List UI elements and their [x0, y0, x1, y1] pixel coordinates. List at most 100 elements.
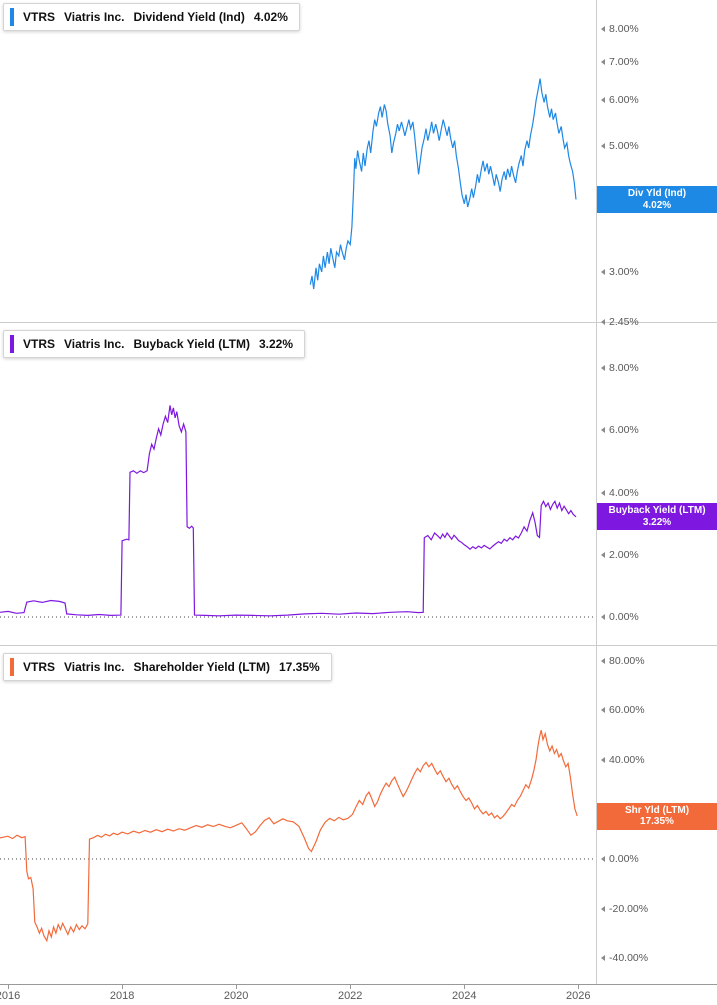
tick-arrow-icon: [601, 59, 605, 66]
metric-label: Shareholder Yield (LTM): [133, 660, 270, 674]
series-color-bar: [10, 8, 14, 26]
x-axis-tick-label: 2024: [452, 990, 477, 1002]
tick-arrow-icon: [601, 707, 605, 714]
company-label: Viatris Inc.: [64, 337, 125, 351]
tick-label: 80.00%: [609, 654, 645, 667]
tick-label: 3.00%: [609, 265, 639, 278]
tick-arrow-icon: [601, 97, 605, 104]
tick-arrow-icon: [601, 142, 605, 149]
tick-label: 2.00%: [609, 548, 639, 561]
x-axis-tick-label: 2020: [223, 990, 249, 1002]
flag-title: Shr Yld (LTM): [624, 804, 690, 816]
x-axis-tick-mark: [464, 985, 466, 989]
tick-label: -40.00%: [609, 952, 649, 964]
last-value-flag-buyback: Buyback Yield (LTM) 3.22%: [597, 503, 717, 531]
metric-label: Buyback Yield (LTM): [133, 337, 250, 351]
flag-value: 4.02%: [642, 199, 672, 211]
y-axis-tick: 7.00%: [601, 56, 639, 68]
y-axis-tick: 2.00%: [601, 549, 639, 561]
panel-dividend-yield: 8.00%7.00%6.00%5.00%4.00%3.00%2.45% Div …: [0, 0, 717, 328]
x-axis-tick-mark: [122, 985, 124, 989]
buyback-yield-line-chart[interactable]: [0, 323, 596, 645]
tick-label: 2.45%: [609, 316, 639, 328]
tick-arrow-icon: [601, 551, 605, 558]
x-axis-tick-mark: [350, 985, 352, 989]
flag-value: 3.22%: [642, 516, 672, 528]
y-axis-tick: 60.00%: [601, 704, 645, 716]
tick-label: 6.00%: [609, 424, 639, 437]
y-axis-tick: 5.00%: [601, 140, 639, 152]
ticker-label: VTRS: [23, 660, 56, 674]
last-value-flag-dividend: Div Yld (Ind) 4.02%: [597, 186, 717, 213]
tick-label: 40.00%: [609, 753, 645, 766]
tick-arrow-icon: [601, 319, 605, 325]
tick-arrow-icon: [601, 365, 605, 372]
x-axis-tick-label: 2016: [0, 990, 21, 1002]
y-axis-tick: 80.00%: [601, 655, 645, 667]
last-value-flag-shareholder: Shr Yld (LTM) 17.35%: [597, 802, 717, 830]
x-axis-tick-label: 2022: [337, 990, 363, 1002]
series-legend-buyback[interactable]: VTRS Viatris Inc. Buyback Yield (LTM) 3.…: [3, 330, 305, 358]
tick-label: 0.00%: [609, 853, 639, 865]
y-axis-tick: 6.00%: [601, 424, 639, 436]
tick-arrow-icon: [601, 856, 605, 862]
tick-label: 7.00%: [609, 56, 639, 69]
flag-title: Div Yld (Ind): [627, 188, 687, 199]
x-axis: 2016 2018 2020 2022 2024 2026: [0, 985, 717, 1005]
shareholder-yield-line-chart[interactable]: [0, 646, 596, 984]
x-axis-tick-label: 2026: [566, 990, 591, 1002]
y-axis-tick: 3.00%: [601, 266, 639, 278]
metric-value: 4.02%: [253, 10, 288, 24]
x-axis-tick-mark: [8, 985, 9, 989]
series-legend-dividend[interactable]: VTRS Viatris Inc. Dividend Yield (Ind) 4…: [3, 3, 300, 31]
y-axis-tick: 6.00%: [601, 94, 639, 106]
metric-label: Dividend Yield (Ind): [133, 10, 245, 24]
series-legend-shareholder[interactable]: VTRS Viatris Inc. Shareholder Yield (LTM…: [3, 653, 332, 681]
tick-label: 8.00%: [609, 362, 639, 375]
tick-arrow-icon: [601, 26, 605, 33]
series-color-bar: [10, 658, 14, 676]
y-axis-tick: 2.45%: [601, 316, 639, 328]
company-label: Viatris Inc.: [64, 10, 125, 24]
tick-arrow-icon: [601, 427, 605, 434]
tick-label: 8.00%: [609, 23, 639, 36]
series-line[interactable]: [0, 730, 578, 943]
flag-title: Buyback Yield (LTM): [608, 505, 706, 517]
tick-arrow-icon: [601, 756, 605, 763]
y-axis-tick: 40.00%: [601, 754, 645, 766]
tick-arrow-icon: [601, 955, 605, 961]
y-axis-tick: 8.00%: [601, 362, 639, 374]
y-axis-tick: -20.00%: [601, 903, 648, 915]
y-axis-tick: 4.00%: [601, 487, 639, 499]
y-axis-dividend: 8.00%7.00%6.00%5.00%4.00%3.00%2.45%: [596, 0, 717, 328]
tick-label: 0.00%: [609, 611, 639, 623]
tick-arrow-icon: [601, 268, 605, 275]
x-axis-tick-mark: [236, 985, 238, 989]
tick-arrow-icon: [601, 489, 605, 496]
panel-shareholder-yield: 80.00%60.00%40.00%20.00%0.00%-20.00%-40.…: [0, 646, 717, 985]
y-axis-tick: 0.00%: [601, 853, 639, 865]
dividend-yield-line-chart[interactable]: [0, 0, 596, 322]
x-axis-tick-label: 2018: [109, 990, 135, 1002]
panel-buyback-yield: 8.00% 6.00% 4.00% 2.00% 0.00% Buyback Yield …: [0, 323, 717, 646]
series-line[interactable]: [309, 78, 577, 290]
tick-label: 6.00%: [609, 94, 639, 107]
tick-label: -20.00%: [609, 902, 649, 915]
series-color-bar: [10, 335, 14, 353]
x-axis-tick-mark: [578, 985, 580, 989]
y-axis-buyback: 8.00% 6.00% 4.00% 2.00% 0.00%: [596, 323, 717, 645]
flag-value: 17.35%: [640, 816, 674, 827]
tick-label: 4.00%: [609, 486, 639, 499]
tick-arrow-icon: [601, 905, 605, 912]
metric-value: 17.35%: [278, 660, 320, 674]
y-axis-tick: 8.00%: [601, 23, 639, 35]
metric-value: 3.22%: [258, 337, 293, 351]
y-axis-tick: 0.00%: [601, 611, 639, 623]
tick-arrow-icon: [601, 614, 605, 620]
series-line[interactable]: [0, 405, 577, 617]
company-label: Viatris Inc.: [64, 660, 125, 674]
tick-label: 5.00%: [609, 139, 639, 152]
tick-arrow-icon: [601, 657, 605, 664]
ticker-label: VTRS: [23, 337, 56, 351]
